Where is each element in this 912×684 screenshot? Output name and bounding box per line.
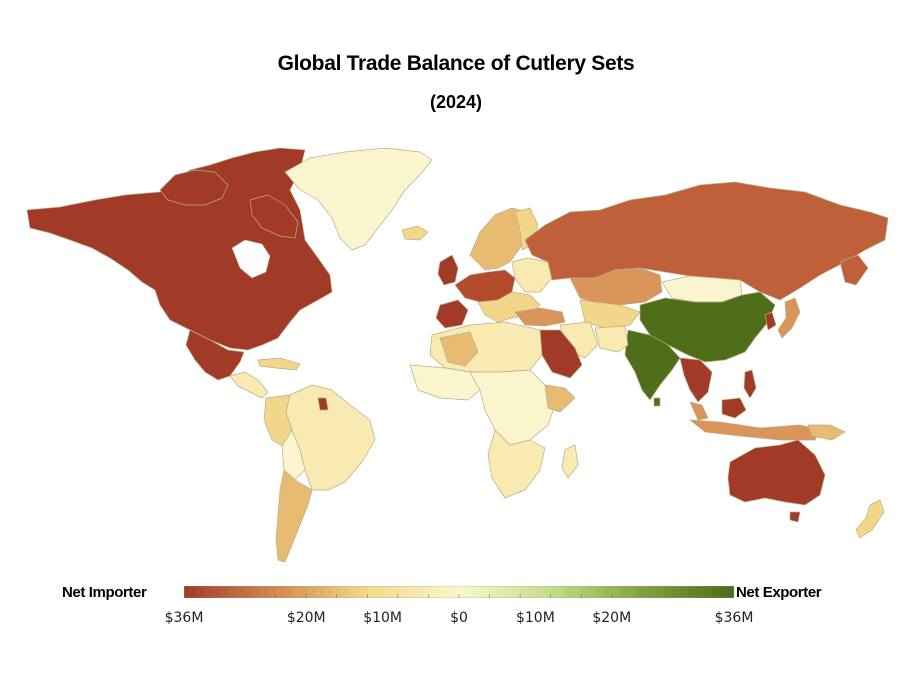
region-western-europe[interactable] [454,269,516,303]
region-korea[interactable] [764,311,777,331]
legend-color-bar [184,586,734,598]
region-caribbean[interactable] [257,357,301,371]
region-central-america[interactable] [229,371,269,399]
legend-tick-label: $36M [164,610,204,626]
legend-tick-marks [184,594,734,598]
map-subtitle: (2024) [429,92,483,112]
region-argentina-chile[interactable] [275,469,313,563]
region-madagascar[interactable] [561,444,579,479]
region-greenland[interactable] [284,147,433,251]
region-central-africa[interactable] [469,369,556,446]
legend-tick-label: $20M [286,610,326,626]
region-turkey[interactable] [514,307,566,327]
legend-tick-label: $10M [515,610,555,626]
legend-net-importer-label: Net Importer [62,584,147,601]
legend-tick-label: $10M [363,610,403,626]
hudson-bay [231,239,271,279]
region-pakistan-afghanistan[interactable] [594,325,629,353]
region-sri-lanka[interactable] [653,397,661,407]
region-iceland[interactable] [401,225,429,241]
region-australia[interactable] [727,439,826,506]
region-indonesia[interactable] [689,419,821,441]
map-title: Global Trade Balance of Cutlery Sets [277,52,635,75]
legend-tick-label: $20M [592,610,632,626]
legend-net-exporter-label: Net Exporter [736,584,822,601]
region-new-zealand[interactable] [855,499,885,539]
region-mainland-se-asia[interactable] [679,357,713,403]
region-guiana[interactable] [317,397,329,411]
region-east-africa[interactable] [544,384,576,413]
region-eastern-europe[interactable] [511,257,553,293]
legend-tick-label: $36M [714,610,754,626]
region-uk[interactable] [437,254,459,286]
region-central-asia[interactable] [579,299,641,329]
region-philippines[interactable] [743,369,757,399]
region-saudi-arabia[interactable] [539,329,583,379]
region-arctic-islands[interactable] [159,169,229,206]
region-hudson-east[interactable] [249,194,299,239]
region-west-africa[interactable] [409,364,481,401]
region-mongolia[interactable] [661,275,743,303]
region-borneo[interactable] [721,397,747,419]
legend-tick-label: $0 [450,610,468,626]
region-mali-niger[interactable] [439,331,479,367]
region-papua[interactable] [807,424,846,441]
region-japan[interactable] [777,297,801,339]
region-southern-africa[interactable] [487,429,546,499]
region-india[interactable] [624,329,681,401]
region-iberia[interactable] [435,299,469,329]
region-malaysia[interactable] [689,401,709,421]
region-tasmania[interactable] [789,511,801,523]
region-far-east[interactable] [839,254,869,286]
